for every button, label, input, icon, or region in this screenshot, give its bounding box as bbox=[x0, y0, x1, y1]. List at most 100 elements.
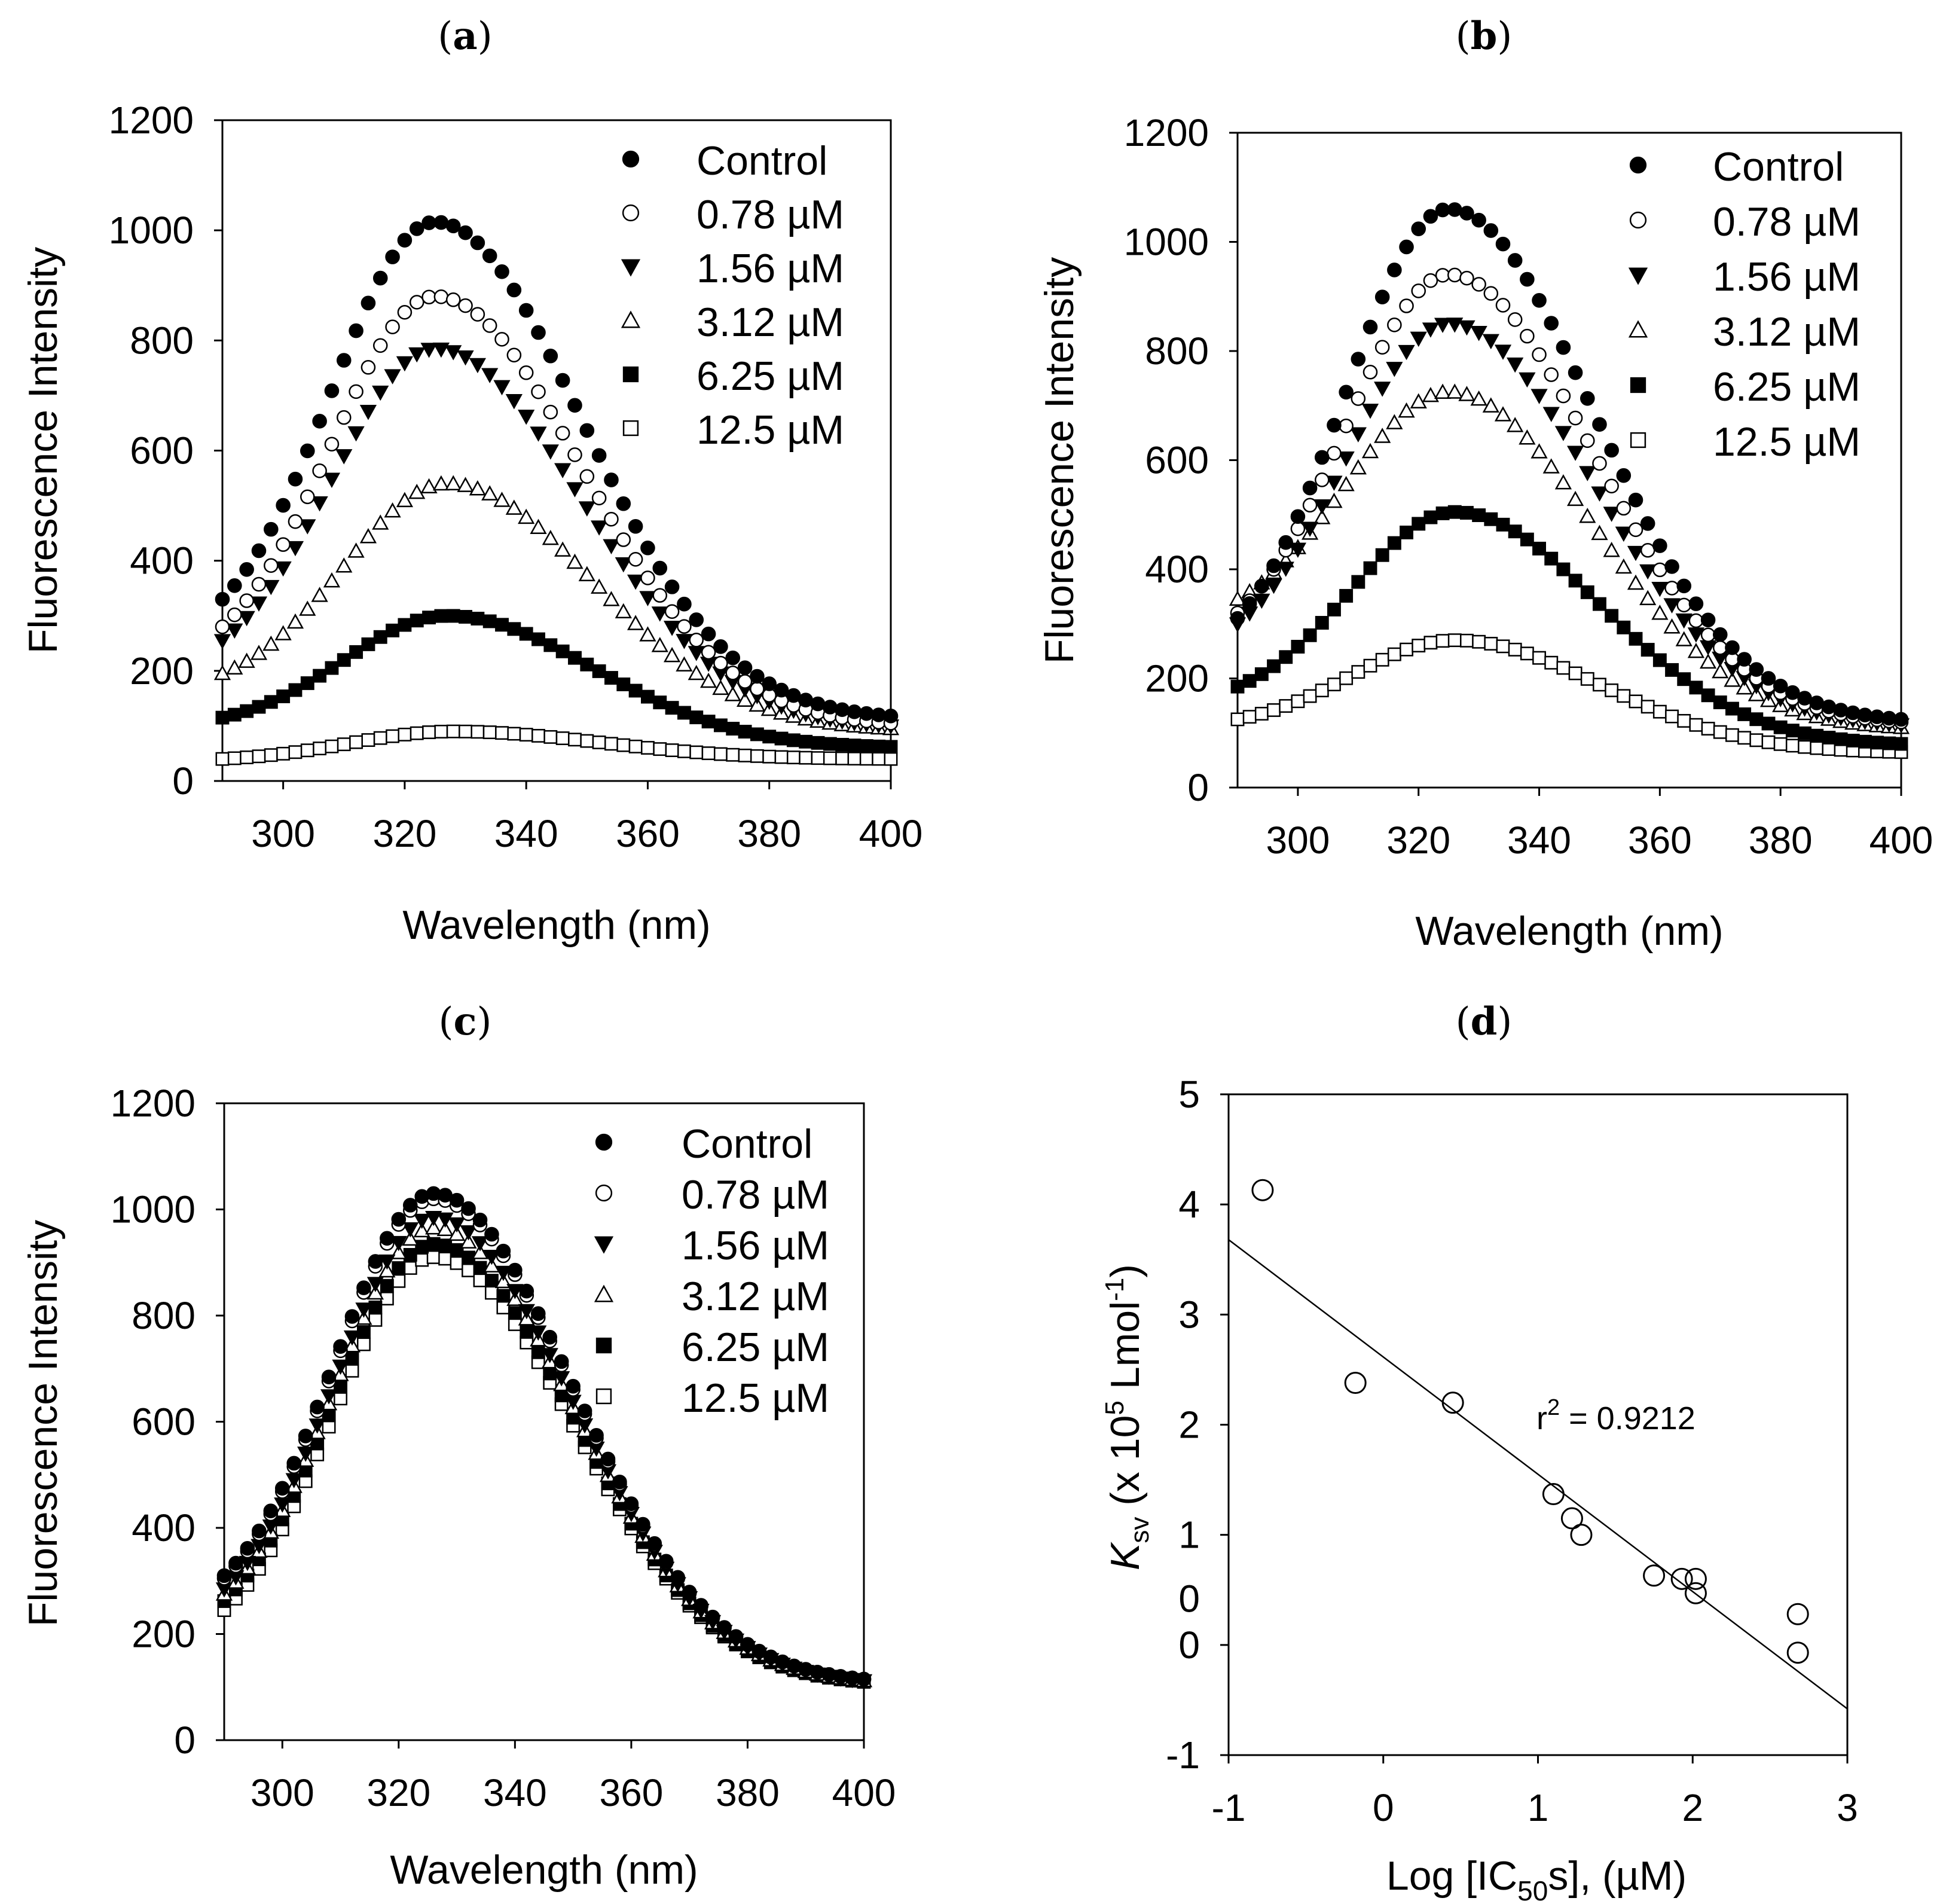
data-point bbox=[250, 596, 268, 612]
data-point bbox=[1821, 699, 1837, 715]
legend-label: 12.5 µM bbox=[696, 407, 844, 453]
x-tick-label: 300 bbox=[1266, 819, 1330, 862]
data-point bbox=[1834, 732, 1848, 746]
data-point bbox=[847, 752, 862, 766]
data-point bbox=[250, 645, 268, 660]
data-point bbox=[422, 725, 436, 739]
data-point bbox=[240, 1540, 255, 1556]
data-point bbox=[1737, 652, 1752, 667]
data-point bbox=[543, 638, 558, 652]
data-point bbox=[713, 655, 728, 671]
data-point bbox=[651, 606, 668, 622]
data-point bbox=[1822, 731, 1836, 744]
data-point bbox=[1544, 655, 1559, 670]
data-point bbox=[355, 1302, 372, 1318]
panel-label-c: (c) bbox=[439, 999, 492, 1044]
legend-marker bbox=[1630, 377, 1646, 393]
data-point bbox=[421, 289, 436, 305]
data-point bbox=[1520, 646, 1534, 661]
data-point bbox=[1773, 678, 1788, 694]
legend-label: 0.78 µM bbox=[1713, 199, 1861, 245]
data-point bbox=[1412, 517, 1426, 531]
data-point bbox=[1375, 548, 1389, 562]
y-tick-label: 3 bbox=[1178, 1293, 1200, 1336]
data-point bbox=[215, 710, 230, 725]
data-point bbox=[276, 689, 291, 703]
data-point bbox=[385, 249, 400, 264]
data-point bbox=[1749, 733, 1764, 747]
data-point bbox=[398, 618, 412, 632]
data-point bbox=[1785, 685, 1800, 700]
data-point bbox=[1484, 512, 1498, 526]
data-point bbox=[332, 1359, 349, 1375]
data-point bbox=[496, 1301, 511, 1314]
data-point bbox=[1603, 542, 1620, 557]
data-point bbox=[264, 521, 279, 537]
data-point bbox=[471, 1244, 489, 1259]
data-point bbox=[603, 591, 620, 606]
data-point bbox=[653, 742, 667, 756]
data-point bbox=[496, 1289, 511, 1303]
data-point bbox=[616, 532, 631, 547]
x-tick-label: 320 bbox=[373, 812, 437, 855]
data-point bbox=[335, 449, 353, 465]
data-point bbox=[859, 706, 874, 721]
data-point bbox=[1532, 651, 1546, 665]
data-point bbox=[616, 496, 631, 511]
data-point bbox=[589, 1427, 604, 1443]
data-point bbox=[1242, 710, 1257, 724]
data-point bbox=[1291, 639, 1305, 654]
data-point bbox=[1289, 542, 1307, 558]
data-point bbox=[1279, 699, 1293, 713]
data-point bbox=[286, 541, 304, 557]
data-point bbox=[213, 634, 231, 649]
data-point bbox=[1560, 1507, 1583, 1530]
data-point bbox=[612, 1474, 627, 1490]
data-point bbox=[493, 380, 511, 396]
data-point bbox=[438, 1238, 453, 1253]
data-point bbox=[1471, 212, 1486, 228]
data-point bbox=[1435, 268, 1450, 283]
y-tick-label: 600 bbox=[132, 1400, 195, 1444]
data-point bbox=[1253, 593, 1270, 609]
data-point bbox=[1484, 636, 1498, 651]
data-point bbox=[1785, 739, 1800, 753]
data-point bbox=[1399, 239, 1414, 255]
data-point bbox=[652, 560, 668, 576]
data-point bbox=[615, 557, 632, 573]
data-point bbox=[1700, 627, 1716, 643]
data-point bbox=[1724, 672, 1741, 687]
data-point bbox=[320, 1389, 338, 1405]
data-point bbox=[1556, 388, 1571, 404]
data-point bbox=[300, 443, 315, 459]
data-point bbox=[1797, 691, 1812, 706]
data-point bbox=[530, 426, 547, 442]
data-point bbox=[344, 1309, 360, 1324]
data-point bbox=[677, 596, 692, 612]
legend-marker bbox=[621, 259, 641, 277]
data-point bbox=[343, 1330, 361, 1346]
data-point bbox=[450, 1243, 464, 1257]
data-point bbox=[397, 233, 413, 248]
data-point bbox=[1242, 596, 1257, 611]
legend-marker bbox=[621, 310, 641, 328]
data-point bbox=[579, 469, 595, 484]
x-tick-label: 380 bbox=[737, 812, 801, 855]
data-point bbox=[506, 347, 522, 363]
data-point bbox=[1712, 627, 1728, 642]
data-point bbox=[228, 1555, 243, 1571]
data-point bbox=[1580, 585, 1594, 599]
data-point bbox=[368, 1254, 383, 1269]
data-point bbox=[628, 552, 643, 567]
data-point bbox=[425, 1219, 442, 1235]
data-point bbox=[1665, 663, 1679, 677]
data-point bbox=[433, 289, 449, 304]
data-point bbox=[392, 1261, 406, 1275]
data-point bbox=[420, 478, 438, 494]
data-point bbox=[415, 1253, 429, 1267]
legend-label: 12.5 µM bbox=[1713, 419, 1861, 465]
data-point bbox=[531, 384, 546, 399]
data-point bbox=[1434, 318, 1452, 333]
data-point bbox=[1651, 581, 1669, 597]
data-point bbox=[1870, 736, 1884, 750]
